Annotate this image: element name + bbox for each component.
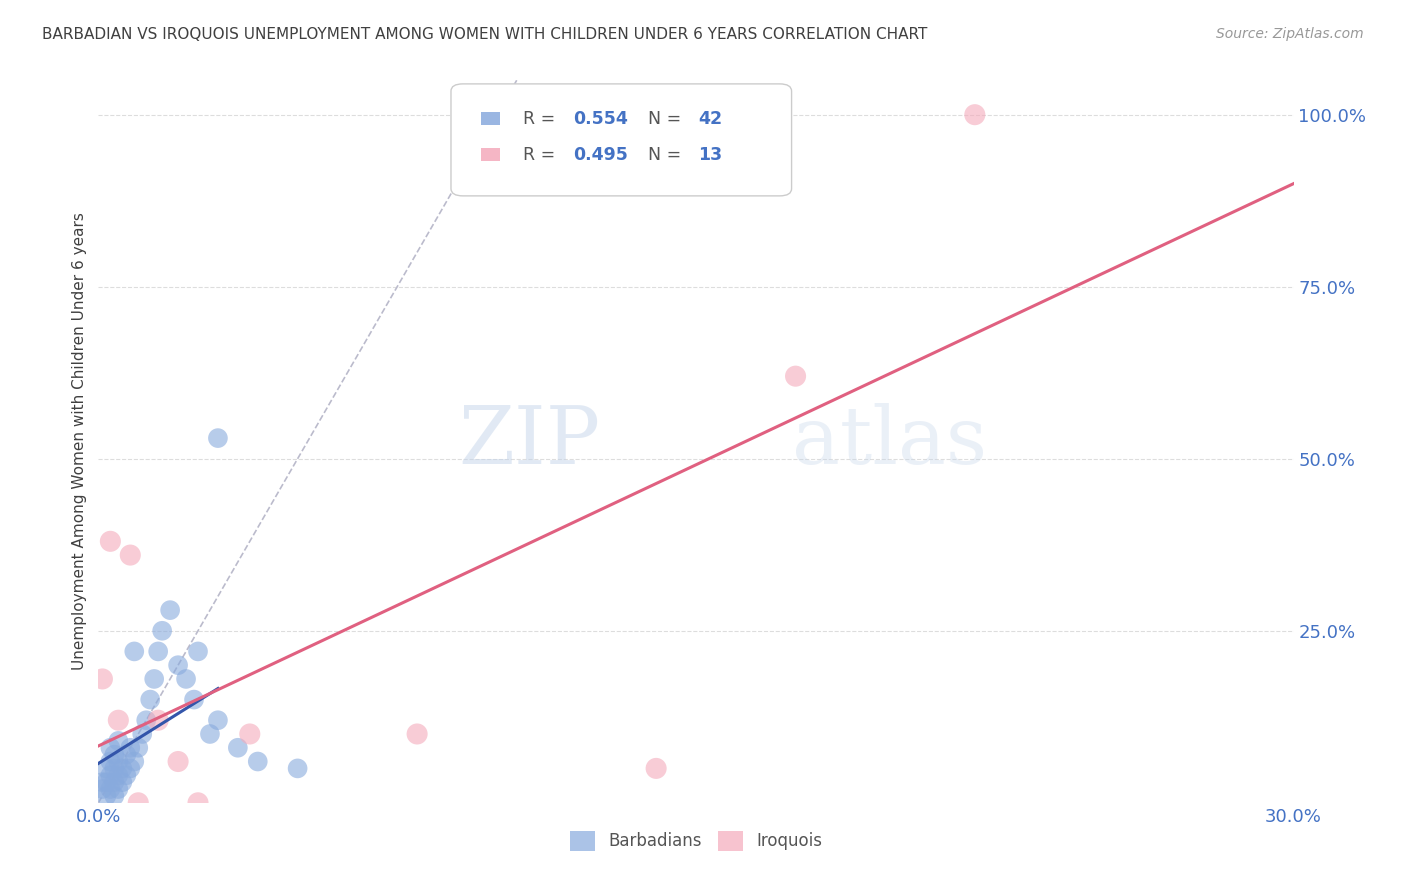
Point bbox=[131, 727, 153, 741]
Text: 13: 13 bbox=[699, 145, 723, 164]
Point bbox=[159, 603, 181, 617]
Point bbox=[139, 692, 162, 706]
Point bbox=[98, 740, 122, 755]
Point bbox=[107, 782, 129, 797]
Point bbox=[107, 713, 129, 727]
Text: BARBADIAN VS IROQUOIS UNEMPLOYMENT AMONG WOMEN WITH CHILDREN UNDER 6 YEARS CORRE: BARBADIAN VS IROQUOIS UNEMPLOYMENT AMONG… bbox=[42, 27, 928, 42]
Text: 42: 42 bbox=[699, 110, 723, 128]
FancyBboxPatch shape bbox=[481, 148, 501, 161]
Y-axis label: Unemployment Among Women with Children Under 6 years: Unemployment Among Women with Children U… bbox=[72, 212, 87, 671]
Point bbox=[167, 755, 190, 769]
Text: ZIP: ZIP bbox=[458, 402, 600, 481]
Point bbox=[115, 768, 138, 782]
Point bbox=[111, 761, 134, 775]
Text: N =: N = bbox=[648, 110, 688, 128]
Point bbox=[98, 534, 122, 549]
Point bbox=[115, 747, 138, 762]
Point bbox=[107, 768, 129, 782]
Text: Source: ZipAtlas.com: Source: ZipAtlas.com bbox=[1216, 27, 1364, 41]
Point bbox=[150, 624, 173, 638]
Legend: Barbadians, Iroquois: Barbadians, Iroquois bbox=[561, 822, 831, 860]
Point bbox=[174, 672, 197, 686]
Point bbox=[107, 755, 129, 769]
Point bbox=[98, 782, 122, 797]
Point bbox=[103, 761, 125, 775]
Point bbox=[120, 740, 142, 755]
Point bbox=[785, 369, 807, 384]
Point bbox=[167, 658, 190, 673]
Point bbox=[96, 761, 118, 775]
Point bbox=[187, 796, 209, 810]
Text: atlas: atlas bbox=[792, 402, 987, 481]
Point bbox=[91, 775, 114, 789]
Point bbox=[287, 761, 309, 775]
Text: R =: R = bbox=[523, 110, 561, 128]
Point bbox=[207, 431, 229, 445]
Point bbox=[127, 740, 149, 755]
Point bbox=[103, 747, 125, 762]
Point bbox=[187, 644, 209, 658]
Text: 0.495: 0.495 bbox=[572, 145, 627, 164]
Point bbox=[103, 789, 125, 803]
Point bbox=[963, 108, 986, 122]
Point bbox=[148, 644, 170, 658]
Point bbox=[91, 782, 114, 797]
Point bbox=[91, 672, 114, 686]
Point bbox=[120, 548, 142, 562]
Point bbox=[124, 755, 146, 769]
Point bbox=[98, 755, 122, 769]
Point bbox=[198, 727, 221, 741]
Point bbox=[96, 775, 118, 789]
Point bbox=[120, 761, 142, 775]
Point bbox=[246, 755, 269, 769]
Point bbox=[148, 713, 170, 727]
Point bbox=[98, 768, 122, 782]
Point bbox=[406, 727, 429, 741]
Text: R =: R = bbox=[523, 145, 561, 164]
Point bbox=[207, 713, 229, 727]
Point bbox=[127, 796, 149, 810]
Text: N =: N = bbox=[648, 145, 688, 164]
Point bbox=[645, 761, 668, 775]
FancyBboxPatch shape bbox=[451, 84, 792, 196]
Point bbox=[96, 789, 118, 803]
Point bbox=[183, 692, 205, 706]
Point bbox=[226, 740, 249, 755]
FancyBboxPatch shape bbox=[481, 112, 501, 125]
Point bbox=[143, 672, 166, 686]
Point bbox=[107, 734, 129, 748]
Point bbox=[239, 727, 262, 741]
Text: 0.554: 0.554 bbox=[572, 110, 627, 128]
Point bbox=[124, 644, 146, 658]
Point bbox=[103, 775, 125, 789]
Point bbox=[111, 775, 134, 789]
Point bbox=[135, 713, 157, 727]
